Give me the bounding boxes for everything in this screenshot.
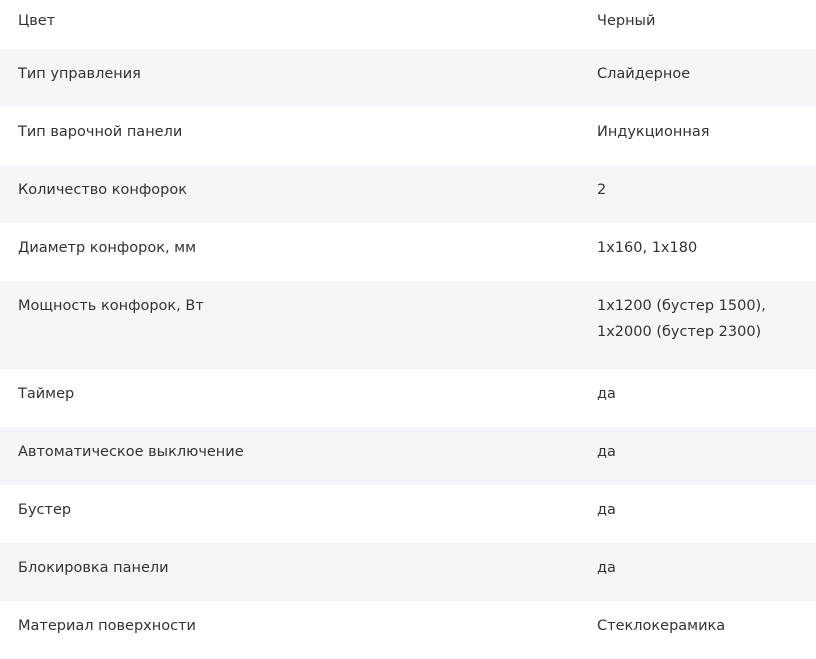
spec-label: Тип управления bbox=[18, 66, 141, 82]
spec-value: Индукционная bbox=[580, 119, 709, 145]
spec-label: Блокировка панели bbox=[18, 560, 169, 576]
spec-value: да bbox=[580, 381, 616, 407]
spec-row: Тип варочной панели Индукционная bbox=[0, 107, 816, 165]
spec-label: Количество конфорок bbox=[18, 182, 188, 198]
spec-label: Мощность конфорок, Вт bbox=[18, 298, 204, 314]
spec-value-line: 2 bbox=[597, 182, 607, 198]
spec-row: Мощность конфорок, Вт 1x1200 (бустер 1500… bbox=[0, 281, 816, 369]
spec-label: Диаметр конфорок, мм bbox=[18, 240, 197, 256]
spec-value-line: Черный bbox=[597, 13, 656, 29]
spec-value: 1x160, 1x180 bbox=[580, 235, 697, 261]
spec-value-line: Стеклокерамика bbox=[597, 618, 726, 634]
spec-value-line: 1x160, 1x180 bbox=[597, 240, 698, 256]
spec-value: Стеклокерамика bbox=[580, 613, 725, 639]
spec-value-line: 1x1200 (бустер 1500), bbox=[597, 298, 766, 314]
spec-row: Блокировка панели да bbox=[0, 543, 816, 601]
spec-row: Бустер да bbox=[0, 485, 816, 543]
spec-value-line: Слайдерное bbox=[597, 66, 691, 82]
spec-row: Тип управления Слайдерное bbox=[0, 49, 816, 107]
spec-row: Цвет Черный bbox=[0, 0, 816, 49]
spec-row: Диаметр конфорок, мм 1x160, 1x180 bbox=[0, 223, 816, 281]
spec-row: Автоматическое выключение да bbox=[0, 427, 816, 485]
spec-value: да bbox=[580, 555, 616, 581]
spec-value-line: да bbox=[597, 386, 616, 402]
spec-value: Черный bbox=[580, 8, 655, 34]
spec-row: Количество конфорок 2 bbox=[0, 165, 816, 223]
spec-value: 2 bbox=[580, 177, 606, 203]
spec-value: да bbox=[580, 439, 616, 465]
spec-value-line: да bbox=[597, 502, 616, 518]
spec-label: Автоматическое выключение bbox=[18, 444, 244, 460]
spec-label: Тип варочной панели bbox=[18, 124, 183, 140]
spec-value-line: 1x2000 (бустер 2300) bbox=[597, 324, 762, 340]
spec-label: Материал поверхности bbox=[18, 618, 196, 634]
spec-value: Слайдерное bbox=[580, 61, 690, 87]
spec-value-line: да bbox=[597, 560, 616, 576]
spec-value-line: да bbox=[597, 444, 616, 460]
spec-row: Материал поверхности Стеклокерамика bbox=[0, 601, 816, 659]
spec-label: Таймер bbox=[18, 386, 75, 402]
spec-label: Цвет bbox=[18, 13, 56, 29]
spec-value: 1x1200 (бустер 1500), 1x2000 (бустер 2300… bbox=[580, 293, 766, 345]
spec-value-line: Индукционная bbox=[597, 124, 710, 140]
spec-value: да bbox=[580, 497, 616, 523]
spec-row: Таймер да bbox=[0, 369, 816, 427]
spec-label: Бустер bbox=[18, 502, 72, 518]
